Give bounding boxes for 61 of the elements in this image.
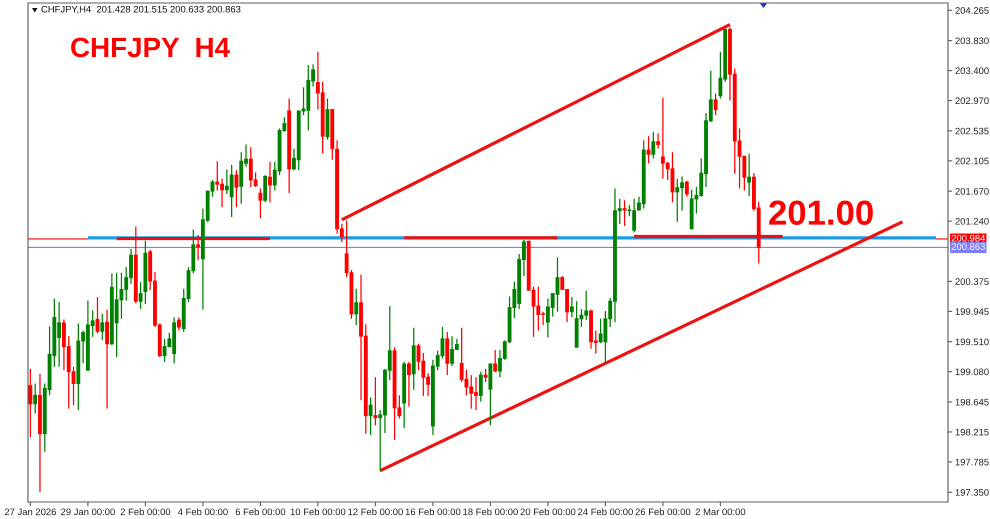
x-tick-label: 10 Feb 00:00 — [290, 508, 346, 516]
candlestick — [493, 349, 498, 373]
candlestick — [373, 376, 378, 426]
candlestick — [651, 131, 656, 160]
y-tick-label: 203.830 — [955, 37, 989, 44]
candlestick — [368, 396, 373, 436]
y-tick-label: 200.375 — [955, 278, 989, 285]
y-tick-label: 202.970 — [955, 97, 989, 104]
candlestick — [33, 382, 38, 414]
x-tick-label: 27 Jan 2026 — [4, 508, 56, 516]
y-tick-label: 203.400 — [955, 67, 989, 74]
candlestick — [234, 170, 238, 208]
candlestick — [263, 174, 268, 203]
candlestick — [478, 371, 483, 402]
x-tick-label: 18 Feb 00:00 — [463, 508, 518, 516]
candlestick — [177, 316, 181, 332]
candlestick — [268, 161, 272, 203]
y-tick-label: 204.265 — [955, 7, 989, 14]
x-tick-label: 2 Mar 00:00 — [696, 508, 746, 516]
y-tick-label: 197.785 — [956, 458, 989, 466]
y-tick-label: 201.670 — [955, 188, 989, 195]
candlestick — [646, 135, 650, 164]
candlestick — [622, 200, 626, 227]
x-tick-label: 20 Feb 00:00 — [520, 508, 576, 516]
candlestick — [570, 296, 574, 318]
y-tick-label: 198.215 — [956, 428, 989, 436]
y-tick-label: 198.645 — [956, 398, 989, 406]
candlestick — [28, 368, 32, 438]
y-tick-label: 197.350 — [956, 489, 989, 496]
candlestick — [258, 188, 262, 219]
candlestick — [96, 296, 100, 334]
y-tick-label: 199.510 — [956, 338, 989, 346]
x-tick-label: 16 Feb 00:00 — [406, 508, 460, 516]
candlestick — [684, 180, 689, 198]
y-tick-label: 201.240 — [955, 218, 989, 225]
text: CHFJPY H4 — [71, 38, 230, 58]
y-tick-label: 202.535 — [955, 128, 989, 134]
x-tick-label: 29 Jan 00:00 — [61, 508, 115, 516]
candlestick — [484, 368, 488, 383]
x-tick-label: 2 Feb 00:00 — [120, 508, 170, 516]
y-tick-label: 202.105 — [955, 158, 989, 164]
candlestick — [138, 281, 143, 310]
candlestick — [656, 132, 660, 150]
candlestick — [714, 92, 718, 116]
candlestick — [354, 288, 358, 326]
candlestick — [196, 234, 200, 261]
candlestick — [407, 361, 411, 408]
candlestick — [747, 152, 752, 197]
x-tick-label: 26 Feb 00:00 — [636, 508, 690, 516]
x-tick-label: 4 Feb 00:00 — [178, 508, 228, 516]
y-tick-label: 199.080 — [956, 368, 989, 376]
ref-line-label: 200.984 — [952, 234, 986, 242]
annotation: 201.00 — [769, 200, 873, 226]
candlestick — [105, 309, 109, 410]
x-tick-label: 6 Feb 00:00 — [236, 508, 286, 516]
annotation: CHFJPY,H4 201.428 201.515 200.633 200.863 — [41, 6, 240, 14]
candlestick — [100, 313, 104, 341]
y-tick-label: 199.945 — [956, 308, 989, 315]
ref-line-label: 200.863 — [952, 243, 985, 250]
x-tick-label: 12 Feb 00:00 — [348, 508, 403, 516]
x-tick-label: 24 Feb 00:00 — [578, 508, 633, 516]
